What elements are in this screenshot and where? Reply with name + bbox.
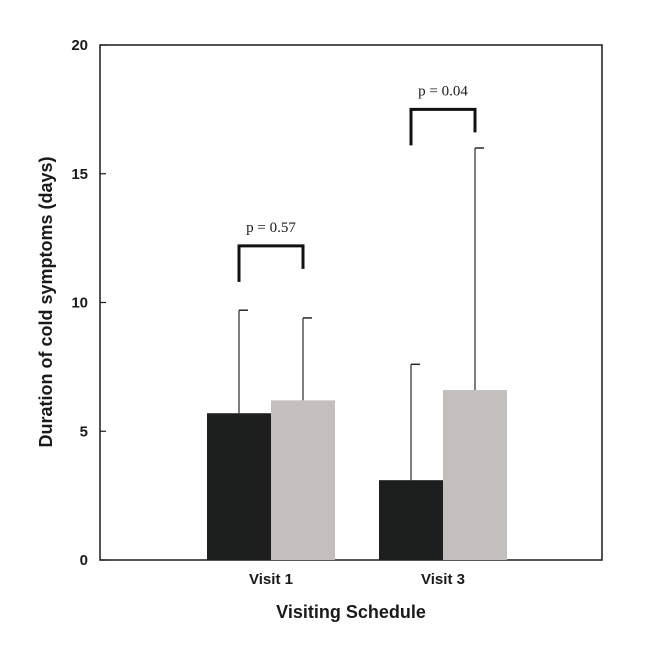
bar <box>443 390 507 560</box>
x-tick-label: Visit 1 <box>249 571 293 588</box>
y-axis-title: Duration of cold symptoms (days) <box>36 156 56 447</box>
bar <box>379 480 443 560</box>
y-tick-label: 5 <box>80 423 88 440</box>
plot-frame <box>99 44 603 561</box>
y-tick-label: 15 <box>71 166 88 183</box>
y-tick-label: 20 <box>71 37 88 54</box>
x-axis-title: Visiting Schedule <box>276 602 426 622</box>
significance-bracket <box>237 244 305 282</box>
x-tick-label: Visit 3 <box>421 571 465 588</box>
y-tick-label: 10 <box>71 295 88 312</box>
p-value-label: p = 0.57 <box>246 220 296 236</box>
y-tick-label: 0 <box>80 552 88 569</box>
bar <box>271 400 335 560</box>
p-value-label: p = 0.04 <box>418 83 468 99</box>
significance-bracket <box>409 107 477 146</box>
bar <box>207 413 271 560</box>
